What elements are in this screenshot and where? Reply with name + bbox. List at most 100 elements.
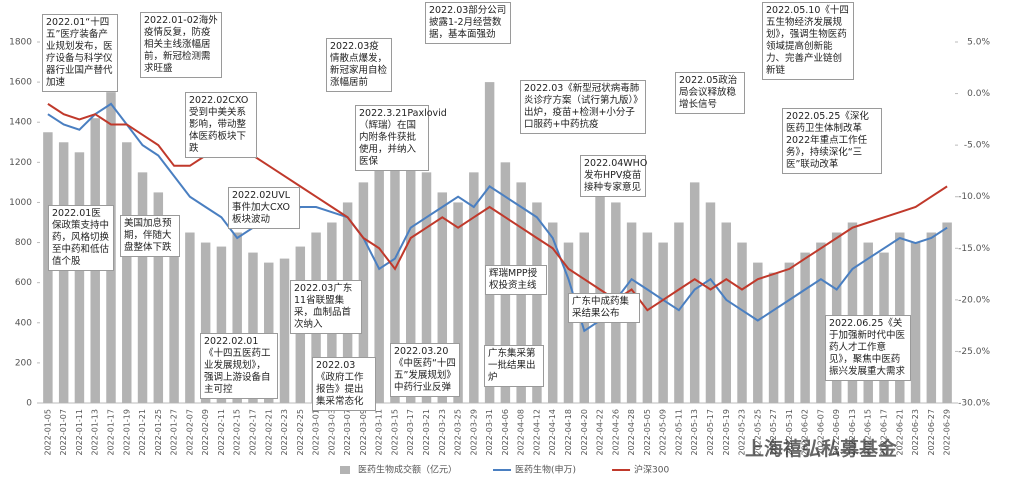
y-tick-label: 600 bbox=[15, 278, 32, 288]
annotation: 2022.03《新型冠状病毒肺炎诊疗方案（试行第九版）》出炉，疫苗+检测+小分子… bbox=[520, 80, 646, 134]
bar bbox=[358, 182, 369, 403]
bar bbox=[421, 172, 432, 403]
bar bbox=[800, 252, 810, 403]
bar bbox=[532, 202, 542, 403]
legend-label: 沪深300 bbox=[634, 464, 669, 476]
y-tick-label: 1000 bbox=[9, 198, 32, 208]
bar bbox=[816, 242, 826, 403]
bar bbox=[43, 132, 53, 403]
x-tick-label: 2022-03-11 bbox=[375, 409, 384, 456]
x-tick-label: 2022-04-28 bbox=[627, 409, 636, 456]
bar bbox=[137, 172, 148, 403]
y-tick-label: 1200 bbox=[9, 158, 32, 168]
bar bbox=[547, 222, 558, 403]
x-tick-label: 2022-05-09 bbox=[659, 409, 668, 456]
bar bbox=[74, 152, 85, 403]
x-tick-label: 2022-03-09 bbox=[359, 409, 368, 456]
x-tick-label: 2022-04-08 bbox=[517, 409, 526, 456]
bar bbox=[484, 82, 495, 403]
x-tick-label: 2022-02-11 bbox=[217, 409, 226, 456]
bar bbox=[689, 182, 700, 403]
x-tick-label: 2022-02-09 bbox=[201, 409, 210, 456]
bar bbox=[185, 232, 195, 403]
legend-label: 医药生物成交额（亿元） bbox=[358, 464, 457, 476]
line bbox=[47, 102, 948, 333]
x-tick-label: 2022-03-31 bbox=[485, 409, 494, 456]
x-tick-label: 2022-05-23 bbox=[738, 409, 747, 456]
annotation: 2022.02.01《十四五医药工业发展规划》，强调上游设备自主可控 bbox=[200, 333, 278, 399]
x-tick-label: 2022-01-27 bbox=[170, 409, 179, 456]
annotation: 2022.03部分公司披露1-2月经营数据，基本面强劲 bbox=[425, 2, 511, 44]
x-tick-label: 2022-02-23 bbox=[280, 409, 289, 456]
x-tick-label: 2022-03-03 bbox=[327, 409, 336, 456]
x-tick-label: 2022-06-09 bbox=[832, 409, 841, 456]
x-tick-label: 2022-06-17 bbox=[880, 409, 889, 456]
x-tick-label: 2022-05-05 bbox=[643, 409, 652, 456]
y-tick-label: 200 bbox=[15, 358, 32, 368]
x-tick-label: 2022-04-22 bbox=[596, 409, 605, 456]
bar bbox=[642, 232, 653, 403]
annotation: 2022.03《政府工作报告》提出集采常态化 bbox=[312, 357, 376, 411]
y2-tick-label: 5.0% bbox=[967, 38, 990, 48]
annotation: 2022.3.21Paxlovid（辉瑞）在国内附条件获批使用，并纳入医保 bbox=[355, 105, 447, 171]
annotation: 2022.01“十四五”医疗装备产业规划发布，医疗设备与科学仪器行业国产替代加速 bbox=[42, 14, 118, 92]
x-tick-label: 2022-02-15 bbox=[233, 409, 242, 456]
x-tick-label: 2022-03-15 bbox=[390, 409, 399, 456]
bar bbox=[406, 112, 416, 403]
bar bbox=[279, 258, 290, 403]
bar bbox=[122, 142, 132, 403]
y-tick-label: 0 bbox=[26, 399, 32, 409]
y2-tick-label: -30.0% bbox=[958, 399, 990, 409]
x-tick-label: 2022-03-23 bbox=[438, 409, 447, 456]
x-tick-label: 2022-02-17 bbox=[248, 409, 257, 456]
x-tick-label: 2022-04-06 bbox=[501, 409, 510, 456]
annotation: 美国加息预期，伴随大盘整体下跌 bbox=[120, 215, 180, 257]
x-tick-label: 2022-03-29 bbox=[469, 409, 478, 456]
bar bbox=[910, 242, 921, 403]
bar bbox=[169, 222, 179, 403]
x-tick-label: 2022-01-11 bbox=[75, 409, 84, 456]
bar bbox=[58, 142, 69, 403]
x-tick-label: 2022-06-07 bbox=[816, 409, 825, 456]
y2-tick-label: -25.0% bbox=[958, 347, 990, 357]
bar bbox=[784, 262, 795, 403]
x-tick-label: 2022-04-18 bbox=[564, 409, 573, 456]
annotation: 2022.03疫情散点爆发，新冠家用自检涨幅居前 bbox=[326, 38, 392, 92]
legend-swatch bbox=[340, 466, 350, 474]
annotation: 2022.02CXO受到中美关系影响，带动整体医药板块下跌 bbox=[185, 92, 257, 158]
bar bbox=[469, 172, 479, 403]
bar bbox=[248, 252, 258, 403]
bar bbox=[847, 222, 858, 403]
y2-tick-label: -20.0% bbox=[958, 295, 990, 305]
annotation: 2022.02UVL事件加大CXO板块波动 bbox=[228, 187, 300, 229]
y-tick-label: 800 bbox=[15, 238, 32, 248]
x-tick-label: 2022-05-13 bbox=[690, 409, 699, 456]
bar bbox=[737, 242, 747, 403]
bar bbox=[942, 222, 952, 403]
x-tick-label: 2022-02-21 bbox=[264, 409, 273, 456]
x-tick-label: 2022-04-14 bbox=[548, 409, 557, 456]
x-tick-label: 2022-06-13 bbox=[848, 409, 857, 456]
x-tick-label: 2022-03-21 bbox=[422, 409, 431, 456]
annotation: 2022.03广东11省联盟集采，血制品首次纳入 bbox=[290, 280, 362, 334]
line bbox=[47, 103, 948, 312]
bar bbox=[232, 232, 242, 403]
x-tick-label: 2022-06-29 bbox=[943, 409, 952, 456]
x-tick-label: 2022-06-15 bbox=[864, 409, 873, 456]
y2-tick-label: -5.0% bbox=[964, 141, 991, 151]
y2-tick-label: 0.0% bbox=[967, 89, 990, 99]
y-tick-label: 1400 bbox=[9, 118, 32, 128]
annotation: 广东集采第一批结果出炉 bbox=[484, 345, 544, 387]
x-tick-label: 2022-06-02 bbox=[801, 409, 810, 456]
x-tick-label: 2022-06-23 bbox=[911, 409, 920, 456]
y2-tick-label: -10.0% bbox=[958, 192, 990, 202]
watermark: 上海禧弘私募基金 bbox=[745, 438, 898, 460]
annotation: 2022.05.10《十四五生物经济发展规划》，强调生物医药领域提高创新能力、完… bbox=[762, 2, 854, 80]
annotation: 辉瑞MPP授权投资主线 bbox=[485, 265, 547, 295]
bar bbox=[200, 242, 211, 403]
annotation: 2022.06.25《关于加强新时代中医药人才工作意见》，聚焦中医药振兴发展重大… bbox=[825, 315, 911, 381]
x-tick-label: 2022-01-25 bbox=[154, 409, 163, 456]
bar bbox=[264, 262, 274, 403]
bar bbox=[153, 192, 164, 403]
